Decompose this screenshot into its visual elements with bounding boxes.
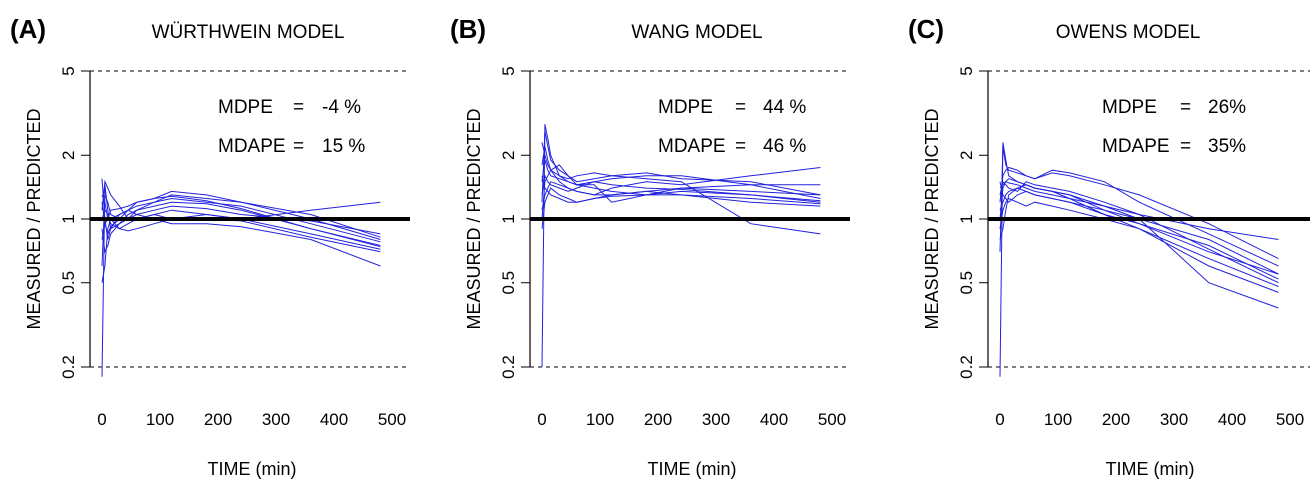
chart-panel-c: (C) OWENS MODEL 0.2 0.5 1 2 5 MEASURED / PREDIC…: [908, 14, 1310, 479]
y-axis-title: MEASURED / PREDICTED: [464, 108, 484, 329]
series-line-6: [541, 159, 821, 203]
y-tick-label: 5: [957, 66, 976, 75]
stat-value: 35%: [1208, 136, 1246, 157]
series-line-8: [541, 142, 821, 235]
x-axis-title: TIME (min): [208, 459, 297, 479]
stat-value: 15 %: [322, 136, 365, 157]
series-line-2: [541, 131, 821, 203]
series-line-10: [101, 195, 381, 248]
y-tick-label: 1: [499, 214, 518, 223]
x-tick-label: 200: [644, 410, 672, 429]
series-line-3: [999, 166, 1279, 267]
stat-equals: =: [735, 136, 746, 157]
x-tick-label: 100: [146, 410, 174, 429]
series-line-10: [999, 181, 1279, 240]
stat-label: MDPE: [1102, 97, 1157, 118]
x-tick-label: 500: [818, 410, 846, 429]
series-line-1: [999, 142, 1279, 377]
y-tick-label: 0.5: [957, 271, 976, 295]
chart-panel-a: (A) WÜRTHWEIN MODEL 0.2 0.5 1 2 5 MEASURED / PR…: [10, 14, 410, 479]
stat-value: -4 %: [322, 97, 361, 118]
x-tick-label: 0: [537, 410, 546, 429]
series-line-9: [999, 197, 1279, 293]
series-line-1: [541, 124, 821, 368]
x-tick-label: 500: [1276, 410, 1304, 429]
x-tick-label: 300: [1160, 410, 1188, 429]
chart-title: WÜRTHWEIN MODEL: [152, 22, 345, 43]
stat-equals: =: [1180, 136, 1191, 157]
chart-title: OWENS MODEL: [1056, 22, 1201, 43]
series-line-7: [999, 187, 1279, 309]
chart-title: WANG MODEL: [631, 22, 762, 43]
y-tick-label: 2: [499, 151, 518, 160]
series-line-8: [101, 209, 381, 283]
y-tick-label: 0.2: [499, 355, 518, 379]
series-line-7: [541, 187, 821, 229]
y-tick-label: 1: [957, 214, 976, 223]
x-tick-label: 0: [97, 410, 106, 429]
series-line-5: [999, 184, 1279, 287]
x-tick-label: 400: [1218, 410, 1246, 429]
stat-equals: =: [293, 97, 304, 118]
x-tick-label: 400: [760, 410, 788, 429]
stat-label: MDAPE: [218, 136, 286, 157]
series-line-4: [541, 164, 821, 220]
y-tick-label: 2: [59, 151, 78, 160]
x-tick-label: 100: [1044, 410, 1072, 429]
x-tick-label: 0: [995, 410, 1004, 429]
y-tick-label: 0.5: [59, 271, 78, 295]
stat-value: 26%: [1208, 97, 1246, 118]
stat-label: MDAPE: [658, 136, 726, 157]
series-line-5: [101, 201, 381, 254]
series-line-4: [101, 179, 381, 243]
panel-label: (B): [450, 14, 486, 44]
x-tick-label: 300: [262, 410, 290, 429]
x-tick-label: 300: [702, 410, 730, 429]
panel-label: (C): [908, 14, 944, 44]
stat-equals: =: [1180, 97, 1191, 118]
y-axis-title: MEASURED / PREDICTED: [24, 108, 44, 329]
stat-equals: =: [293, 136, 304, 157]
stat-equals: =: [735, 97, 746, 118]
y-tick-label: 5: [499, 66, 518, 75]
y-tick-label: 0.2: [59, 355, 78, 379]
y-tick-label: 5: [59, 66, 78, 75]
x-tick-label: 200: [204, 410, 232, 429]
y-tick-label: 1: [59, 214, 78, 223]
stat-label: MDPE: [658, 97, 713, 118]
y-tick-label: 2: [957, 151, 976, 160]
series-line-1: [101, 184, 381, 377]
x-axis-title: TIME (min): [1106, 459, 1195, 479]
series-line-10: [541, 175, 821, 205]
x-tick-label: 100: [586, 410, 614, 429]
x-tick-label: 500: [378, 410, 406, 429]
y-axis-title: MEASURED / PREDICTED: [922, 108, 942, 329]
series-line-9: [541, 174, 821, 202]
chart-panel-b: (B) WANG MODEL 0.2 0.5 1 2 5 MEASURED / PREDICT…: [450, 14, 850, 479]
stat-value: 46 %: [763, 136, 806, 157]
y-tick-label: 0.5: [499, 271, 518, 295]
x-axis-title: TIME (min): [648, 459, 737, 479]
y-tick-label: 0.2: [957, 355, 976, 379]
x-tick-label: 400: [320, 410, 348, 429]
stat-label: MDPE: [218, 97, 273, 118]
stat-label: MDAPE: [1102, 136, 1170, 157]
panel-label: (A): [10, 14, 46, 44]
x-tick-label: 200: [1102, 410, 1130, 429]
stat-value: 44 %: [763, 97, 806, 118]
